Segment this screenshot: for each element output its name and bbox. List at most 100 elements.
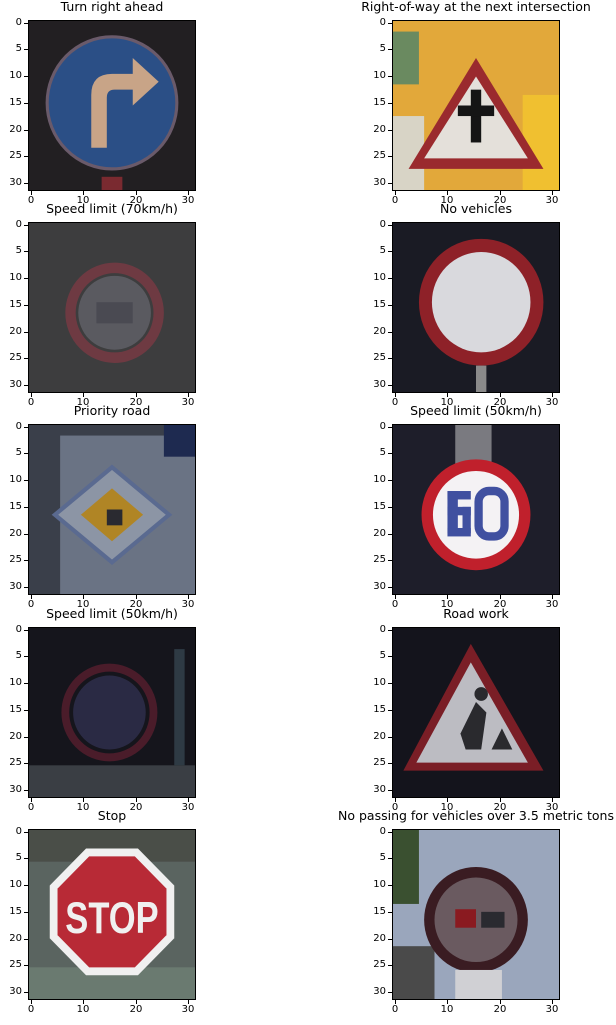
x-tick-label: 10 (76, 195, 90, 206)
y-tick-label: 20 (9, 326, 22, 337)
no-passing-trucks-sign-icon (424, 866, 528, 999)
x-tick-mark (83, 1000, 84, 1004)
y-tick-label: 0 (379, 624, 386, 635)
y-tick-label: 5 (379, 650, 386, 661)
y-tick-mark (388, 156, 392, 157)
x-tick-mark (188, 393, 189, 397)
y-tick-label: 30 (9, 379, 22, 390)
y-tick-label: 10 (9, 272, 22, 283)
x-tick-mark (136, 191, 137, 195)
y-tick-label: 15 (9, 501, 22, 512)
y-tick-label: 25 (9, 150, 22, 161)
y-tick-label: 10 (373, 677, 386, 688)
y-tick-label: 0 (15, 219, 22, 230)
x-tick-mark (500, 798, 501, 802)
y-tick-mark (388, 939, 392, 940)
y-tick-label: 15 (9, 704, 22, 715)
y-tick-mark (388, 76, 392, 77)
y-tick-mark (24, 763, 28, 764)
y-tick-mark (388, 225, 392, 226)
y-tick-label: 30 (373, 177, 386, 188)
y-tick-mark (24, 683, 28, 684)
y-tick-label: 30 (9, 784, 22, 795)
y-tick-mark (388, 385, 392, 386)
image-axes (392, 627, 560, 798)
image-axes (28, 20, 196, 191)
y-tick-label: 5 (379, 245, 386, 256)
sign-panel: No passing for vehicles over 3.5 metric … (0, 808, 616, 1015)
y-tick-label: 25 (9, 352, 22, 363)
y-tick-label: 15 (373, 97, 386, 108)
y-tick-mark (388, 251, 392, 252)
y-tick-mark (388, 278, 392, 279)
y-tick-mark (24, 912, 28, 913)
y-tick-mark (24, 630, 28, 631)
y-tick-label: 30 (9, 581, 22, 592)
sign-panel: Road work 0 5 10 15 20 25 30 0 10 20 30 (0, 606, 616, 813)
y-tick-label: 20 (373, 124, 386, 135)
x-tick-label: 10 (76, 599, 90, 610)
y-tick-mark (24, 183, 28, 184)
x-tick-mark (447, 1000, 448, 1004)
y-tick-mark (388, 427, 392, 428)
y-tick-mark (388, 49, 392, 50)
y-tick-mark (24, 885, 28, 886)
x-tick-mark (500, 191, 501, 195)
x-tick-mark (500, 595, 501, 599)
y-tick-label: 5 (379, 852, 386, 863)
x-tick-mark (552, 1000, 553, 1004)
x-tick-label: 30 (545, 802, 559, 813)
y-tick-mark (388, 534, 392, 535)
x-tick-label: 10 (440, 802, 454, 813)
y-tick-label: 30 (9, 177, 22, 188)
y-tick-mark (24, 710, 28, 711)
y-tick-mark (24, 358, 28, 359)
y-tick-label: 15 (9, 97, 22, 108)
y-tick-label: 0 (15, 17, 22, 28)
x-tick-label: 20 (129, 802, 143, 813)
y-tick-mark (24, 130, 28, 131)
sign-image (393, 830, 559, 999)
panel-title: Stop (97, 808, 127, 823)
speed-limit-sign-icon (65, 262, 164, 363)
y-tick-label: 15 (373, 704, 386, 715)
x-tick-mark (552, 393, 553, 397)
y-tick-mark (388, 965, 392, 966)
y-tick-mark (388, 358, 392, 359)
sign-panel: Speed limit (50km/h) 0 5 10 15 20 25 30 0 10 20 30 (0, 403, 616, 610)
y-tick-label: 10 (373, 70, 386, 81)
y-tick-label: 15 (9, 299, 22, 310)
y-tick-label: 25 (373, 959, 386, 970)
y-tick-label: 10 (373, 474, 386, 485)
sign-panel: Stop STOP 0 5 10 15 20 25 30 0 10 20 30 (0, 808, 616, 1015)
sign-image (29, 425, 195, 594)
y-tick-mark (24, 560, 28, 561)
x-tick-mark (395, 191, 396, 195)
y-tick-mark (24, 858, 28, 859)
x-tick-label: 30 (181, 195, 195, 206)
y-tick-mark (24, 737, 28, 738)
y-tick-mark (24, 507, 28, 508)
x-tick-label: 30 (181, 397, 195, 408)
x-tick-label: 30 (181, 599, 195, 610)
x-tick-mark (188, 595, 189, 599)
y-tick-mark (24, 385, 28, 386)
sign-panel: No vehicles 0 5 10 15 20 25 30 0 10 20 30 (0, 201, 616, 408)
y-tick-label: 30 (373, 581, 386, 592)
x-tick-label: 0 (27, 802, 35, 813)
y-tick-label: 5 (379, 447, 386, 458)
x-tick-mark (83, 798, 84, 802)
y-tick-label: 10 (9, 879, 22, 890)
sign-image: STOP (29, 830, 195, 999)
y-tick-label: 25 (9, 757, 22, 768)
y-tick-label: 30 (373, 379, 386, 390)
y-tick-mark (24, 656, 28, 657)
x-tick-label: 20 (129, 195, 143, 206)
y-tick-mark (24, 156, 28, 157)
image-axes (392, 424, 560, 595)
y-tick-label: 20 (373, 326, 386, 337)
x-tick-label: 0 (27, 1004, 35, 1015)
y-tick-mark (388, 23, 392, 24)
x-tick-mark (136, 393, 137, 397)
y-tick-label: 25 (373, 352, 386, 363)
